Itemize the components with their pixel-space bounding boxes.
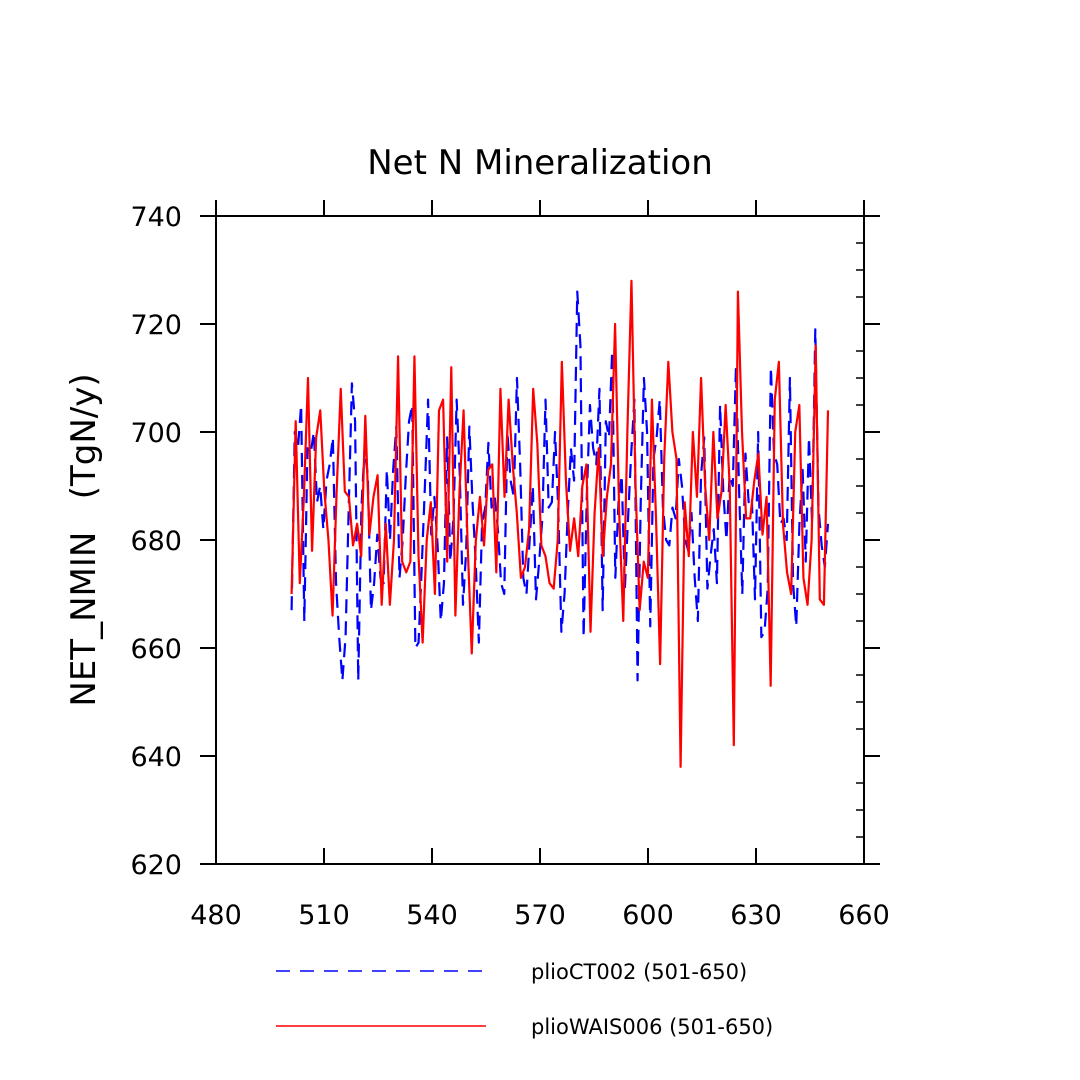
x-axis: 480 510 540 570 600 630 660 <box>190 200 890 931</box>
legend-label-2: plioWAIS006 (501-650) <box>531 1015 773 1039</box>
y-tick-label: 620 <box>130 850 182 881</box>
series-line-2 <box>290 279 830 768</box>
y-tick-label: 680 <box>130 526 182 557</box>
x-tick-label: 660 <box>838 900 890 931</box>
x-tick-label: 480 <box>190 900 242 931</box>
chart-title: Net N Mineralization <box>367 143 713 183</box>
y-tick-label: 700 <box>130 418 182 449</box>
x-tick-label: 540 <box>406 900 458 931</box>
x-tick-label: 570 <box>514 900 566 931</box>
y-tick-label: 720 <box>130 310 182 341</box>
x-tick-label: 600 <box>622 900 674 931</box>
y-tick-label: 640 <box>130 742 182 773</box>
y-axis: 620 640 660 680 700 720 740 <box>130 202 880 881</box>
legend: plioCT002 (501-650) plioWAIS006 (501-650) <box>276 960 773 1039</box>
y-tick-label: 660 <box>130 634 182 665</box>
y-axis-label: NET_NMIN (TgN/y) <box>64 373 104 706</box>
legend-label-1: plioCT002 (501-650) <box>531 960 747 984</box>
x-tick-label: 510 <box>298 900 350 931</box>
x-tick-label: 630 <box>730 900 782 931</box>
plot-area <box>290 279 830 768</box>
y-tick-label: 740 <box>130 202 182 233</box>
